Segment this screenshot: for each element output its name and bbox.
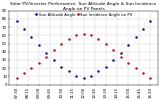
Sun Incidence Angle on PV (127, 63, 129, 64)
Sun Altitude Angle (149, 20, 151, 21)
Sun Altitude Angle (16, 20, 18, 21)
Sun Altitude Angle (112, 59, 114, 61)
Sun Altitude Angle (45, 53, 47, 54)
Sun Incidence Angle on PV (16, 77, 18, 79)
Sun Altitude Angle (90, 75, 92, 76)
Sun Incidence Angle on PV (105, 43, 107, 44)
Sun Incidence Angle on PV (149, 77, 151, 79)
Sun Incidence Angle on PV (97, 38, 99, 39)
Sun Incidence Angle on PV (60, 43, 62, 44)
Sun Incidence Angle on PV (142, 72, 144, 74)
Sun Incidence Angle on PV (45, 56, 47, 57)
Sun Altitude Angle (120, 53, 122, 54)
Sun Altitude Angle (105, 66, 107, 67)
Sun Altitude Angle (135, 36, 137, 38)
Sun Incidence Angle on PV (23, 72, 25, 74)
Sun Altitude Angle (83, 77, 84, 79)
Sun Incidence Angle on PV (31, 68, 32, 69)
Sun Incidence Angle on PV (53, 50, 55, 51)
Sun Altitude Angle (53, 59, 55, 61)
Sun Incidence Angle on PV (112, 50, 114, 51)
Sun Incidence Angle on PV (135, 68, 137, 69)
Sun Incidence Angle on PV (120, 56, 122, 57)
Sun Incidence Angle on PV (68, 38, 70, 39)
Sun Altitude Angle (97, 71, 99, 72)
Line: Sun Incidence Angle on PV: Sun Incidence Angle on PV (16, 33, 152, 79)
Sun Incidence Angle on PV (75, 35, 77, 36)
Sun Altitude Angle (142, 28, 144, 29)
Sun Incidence Angle on PV (83, 33, 84, 34)
Sun Incidence Angle on PV (90, 35, 92, 36)
Sun Altitude Angle (68, 71, 70, 72)
Sun Altitude Angle (75, 75, 77, 76)
Line: Sun Altitude Angle: Sun Altitude Angle (16, 20, 152, 79)
Sun Altitude Angle (38, 45, 40, 46)
Sun Incidence Angle on PV (38, 63, 40, 64)
Title: Solar PV/Inverter Performance  Sun Altitude Angle & Sun Incidence Angle on PV Pa: Solar PV/Inverter Performance Sun Altitu… (10, 2, 157, 11)
Sun Altitude Angle (60, 66, 62, 67)
Sun Altitude Angle (31, 36, 32, 38)
Sun Altitude Angle (23, 28, 25, 29)
Sun Altitude Angle (127, 45, 129, 46)
Legend: Sun Altitude Angle, Sun Incidence Angle on PV: Sun Altitude Angle, Sun Incidence Angle … (34, 13, 133, 17)
